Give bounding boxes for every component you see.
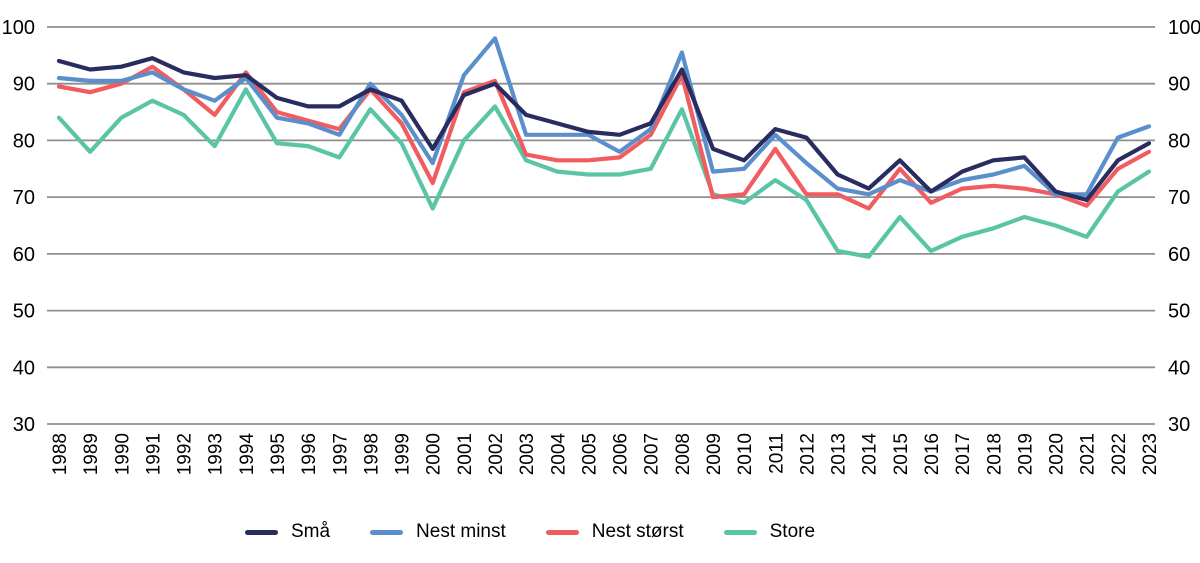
y-axis-label-left: 70 — [13, 187, 35, 209]
series-line-nest-storst — [56, 64, 1152, 211]
y-axis-label-left: 30 — [13, 414, 35, 436]
x-axis-year-label: 1996 — [299, 433, 320, 475]
legend-label-nest-storst: Nest størst — [591, 521, 684, 542]
x-axis-year-label: 1992 — [175, 433, 196, 475]
legend-swatch-nest-minst — [370, 529, 404, 535]
x-axis-year-label: 2011 — [766, 433, 787, 474]
y-axis-label-right: 90 — [1168, 74, 1190, 96]
x-axis-year-label: 2012 — [797, 433, 818, 475]
x-axis-year-label: 1993 — [206, 433, 227, 475]
x-axis-year-label: 2021 — [1078, 433, 1099, 475]
legend-swatch-store — [723, 529, 757, 535]
y-axis-label-right: 40 — [1168, 357, 1190, 379]
series-line-store — [56, 87, 1152, 259]
x-axis-year-label: 1994 — [237, 433, 258, 476]
x-axis-year-label: 2006 — [611, 433, 632, 475]
y-axis-label-left: 50 — [13, 301, 35, 323]
legend-label-sma: Små — [290, 521, 331, 542]
x-axis-year-label: 2016 — [922, 433, 943, 475]
y-axis-label-left: 80 — [13, 130, 35, 152]
y-axis-label-right: 70 — [1168, 187, 1190, 209]
x-axis-year-label: 2010 — [735, 433, 756, 475]
legend-item-nest-minst: Nest minst — [370, 521, 506, 543]
y-axis-label-right: 80 — [1168, 130, 1190, 152]
x-axis-year-label: 1990 — [112, 433, 133, 475]
x-axis-year-label: 2017 — [953, 433, 974, 475]
x-axis-year-label: 1991 — [143, 433, 164, 475]
y-axis-label-right: 30 — [1168, 414, 1190, 436]
x-axis-year-label: 1998 — [361, 433, 382, 475]
x-axis-year-label: 2018 — [984, 433, 1005, 475]
x-axis-year-label: 2007 — [642, 433, 663, 475]
legend-item-nest-storst: Nest størst — [545, 521, 684, 543]
legend-label-store: Store — [769, 521, 816, 542]
y-axis-label-left: 90 — [13, 74, 35, 96]
x-axis-year-label: 2015 — [891, 433, 912, 475]
legend: Små Nest minst Nest størst Store — [0, 521, 1200, 543]
y-axis-label-left: 40 — [13, 357, 35, 379]
y-axis-label-right: 50 — [1168, 301, 1190, 323]
x-axis-year-label: 2002 — [486, 433, 507, 475]
y-axis-label-left: 60 — [13, 244, 35, 266]
y-axis-label-right: 100 — [1168, 17, 1200, 39]
series-line-nest-minst — [56, 36, 1152, 197]
x-axis-year-label: 1999 — [393, 433, 414, 475]
x-axis-year-label: 2022 — [1109, 433, 1130, 475]
x-axis-year-label: 2005 — [579, 433, 600, 475]
x-axis-year-label: 1997 — [330, 433, 351, 475]
x-axis-year-label: 2020 — [1047, 433, 1068, 475]
legend-item-store: Store — [723, 521, 816, 543]
x-axis-year-label: 2014 — [860, 433, 881, 476]
y-axis-label-right: 60 — [1168, 244, 1190, 266]
x-axis-year-label: 2009 — [704, 433, 725, 475]
x-axis-year-label: 2013 — [829, 433, 850, 475]
x-axis-year-label: 2001 — [455, 433, 476, 475]
x-axis-year-label: 2004 — [548, 433, 569, 476]
legend-swatch-sma — [244, 529, 278, 535]
x-axis-year-label: 1989 — [81, 433, 102, 475]
x-axis-year-label: 2008 — [673, 433, 694, 475]
x-axis-year-label: 2003 — [517, 433, 538, 475]
x-axis-year-label: 2023 — [1140, 433, 1161, 475]
x-axis-year-label: 2000 — [424, 433, 445, 475]
legend-label-nest-minst: Nest minst — [416, 521, 506, 542]
series-line-sma — [56, 56, 1152, 203]
legend-item-sma: Små — [244, 521, 331, 543]
x-axis-year-label: 2019 — [1015, 433, 1036, 475]
x-axis-year-label: 1988 — [50, 433, 71, 475]
y-axis-label-left: 100 — [2, 17, 35, 39]
x-axis-year-label: 1995 — [268, 433, 289, 475]
legend-swatch-nest-storst — [545, 529, 579, 535]
